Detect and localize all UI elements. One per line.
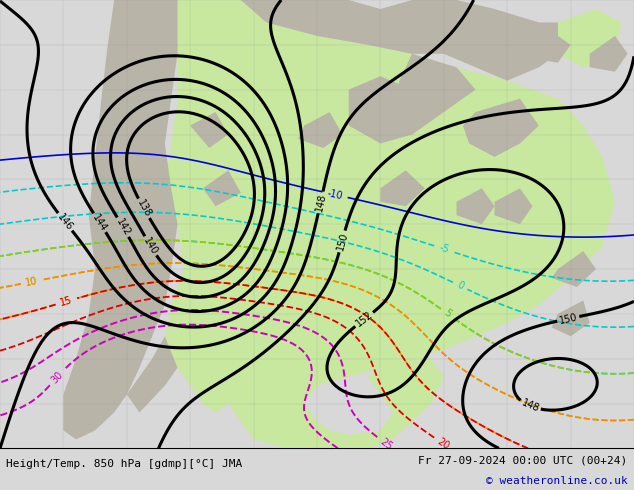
Polygon shape	[298, 112, 342, 148]
Polygon shape	[165, 0, 615, 448]
Text: 5: 5	[442, 308, 453, 319]
Text: 150: 150	[558, 312, 578, 325]
Polygon shape	[495, 188, 533, 224]
Text: -5: -5	[437, 243, 450, 255]
Polygon shape	[393, 54, 476, 135]
Text: 0: 0	[455, 280, 465, 292]
Text: Fr 27-09-2024 00:00 UTC (00+24): Fr 27-09-2024 00:00 UTC (00+24)	[418, 455, 628, 465]
Text: 15: 15	[59, 295, 74, 308]
Text: 5: 5	[442, 308, 453, 319]
Polygon shape	[463, 98, 539, 157]
Text: 10: 10	[25, 276, 39, 288]
Polygon shape	[558, 9, 621, 67]
Polygon shape	[380, 171, 425, 206]
Text: 144: 144	[91, 212, 109, 233]
Polygon shape	[241, 0, 558, 81]
Polygon shape	[552, 300, 590, 336]
Text: Height/Temp. 850 hPa [gdmp][°C] JMA: Height/Temp. 850 hPa [gdmp][°C] JMA	[6, 459, 243, 469]
Text: 10: 10	[25, 276, 39, 288]
Polygon shape	[127, 336, 178, 413]
Text: 25: 25	[378, 436, 394, 452]
Polygon shape	[203, 171, 241, 206]
Polygon shape	[190, 112, 228, 148]
Text: 146: 146	[55, 212, 75, 232]
Polygon shape	[526, 31, 571, 63]
Polygon shape	[552, 251, 596, 287]
Text: 148: 148	[314, 193, 327, 213]
Polygon shape	[63, 0, 178, 440]
Text: 148: 148	[520, 398, 541, 414]
Text: 15: 15	[59, 295, 74, 308]
Polygon shape	[456, 188, 495, 224]
Text: © weatheronline.co.uk: © weatheronline.co.uk	[486, 476, 628, 486]
Text: 20: 20	[436, 436, 451, 451]
Polygon shape	[349, 76, 431, 144]
Text: 150: 150	[335, 231, 349, 252]
Text: -10: -10	[327, 188, 344, 201]
Text: 138: 138	[135, 198, 153, 219]
Text: 30: 30	[49, 369, 65, 385]
Text: 140: 140	[141, 236, 160, 256]
Text: 142: 142	[114, 217, 132, 238]
Polygon shape	[590, 36, 628, 72]
Text: 152: 152	[354, 310, 375, 329]
